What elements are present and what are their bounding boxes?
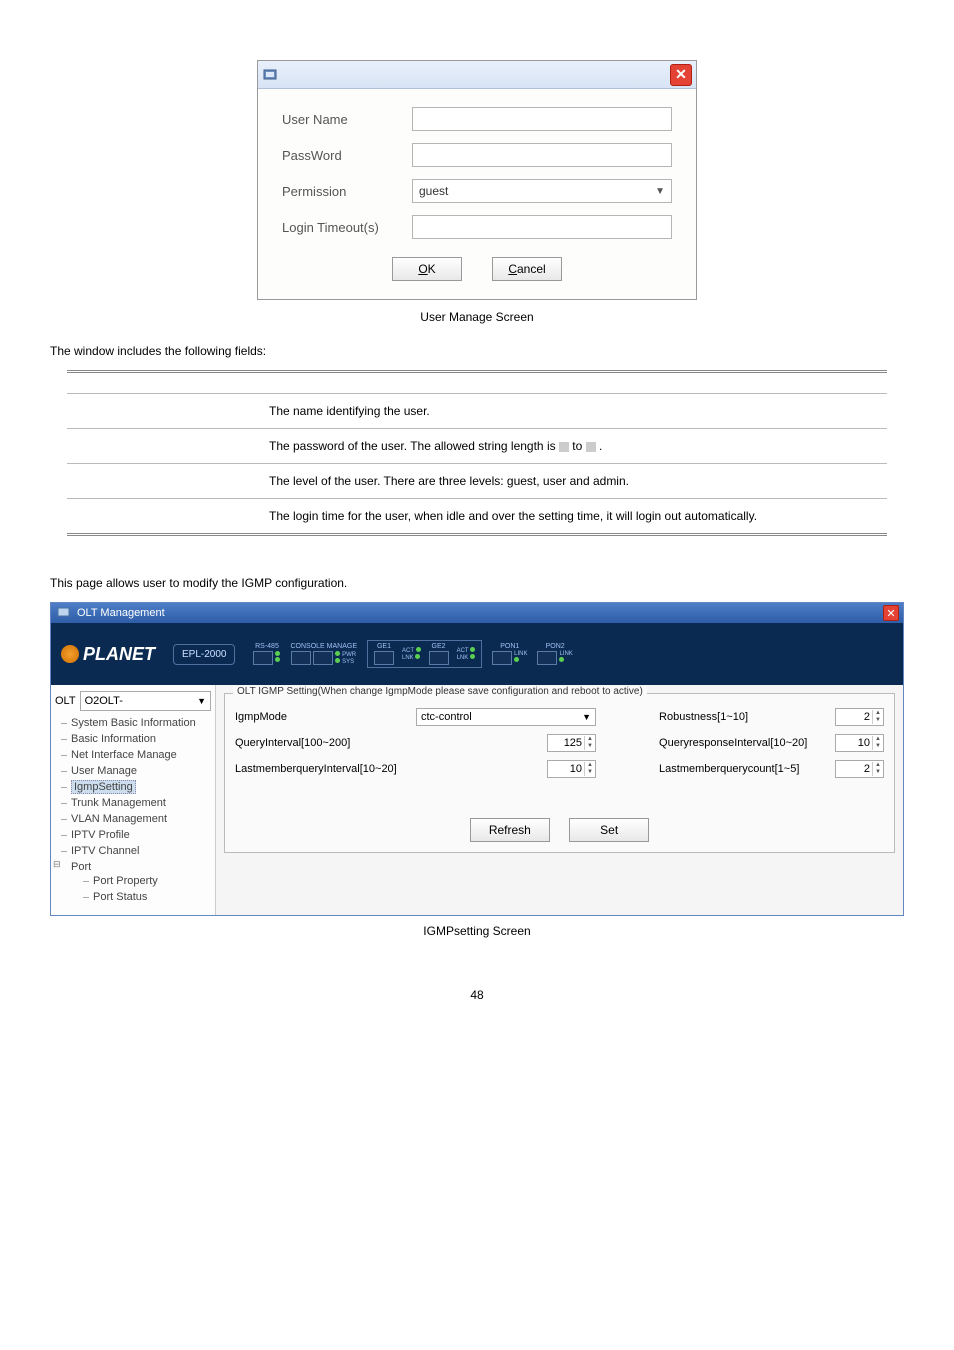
lastmembercount-label: Lastmemberquerycount[1~5] [659, 763, 829, 775]
password-input[interactable] [412, 143, 672, 167]
page-number: 48 [50, 988, 904, 1002]
port-icon [537, 651, 557, 665]
spinner-arrows-icon: ▲▼ [872, 762, 883, 776]
lastmemberinterval-label: LastmemberqueryInterval[10~20] [235, 763, 410, 775]
port-icon [492, 651, 512, 665]
robustness-spinner[interactable]: 2 ▲▼ [835, 708, 884, 726]
permission-value: guest [419, 184, 448, 198]
ok-button[interactable]: OK [392, 257, 462, 281]
sidebar-item[interactable]: Trunk Management [59, 795, 211, 811]
main-panel: OLT IGMP Setting(When change IgmpMode pl… [216, 685, 903, 915]
olt-label: OLT [55, 695, 76, 707]
spinner-arrows-icon: ▲▼ [584, 736, 595, 750]
port-icon [374, 651, 394, 665]
igmp-fieldset: OLT IGMP Setting(When change IgmpMode pl… [224, 693, 895, 853]
port-icon [291, 651, 311, 665]
timeout-label: Login Timeout(s) [282, 220, 412, 235]
table-row: The password of the user. The allowed st… [257, 429, 887, 464]
dialog-titlebar: ✕ [258, 61, 696, 89]
model-label: EPL-2000 [173, 644, 235, 665]
robustness-label: Robustness[1~10] [659, 711, 829, 723]
username-input[interactable] [412, 107, 672, 131]
sidebar-item[interactable]: Net Interface Manage [59, 747, 211, 763]
queryinterval-label: QueryInterval[100~200] [235, 737, 410, 749]
sidebar-item-igmp[interactable]: IgmpSetting [59, 779, 211, 795]
close-icon[interactable]: ✕ [883, 605, 899, 621]
logo-icon [61, 645, 79, 663]
igmpmode-select[interactable]: ctc-control ▼ [416, 708, 596, 726]
olt-select[interactable]: O2OLT- ▼ [80, 691, 211, 711]
sidebar-item[interactable]: Port Property [81, 873, 211, 889]
password-label: PassWord [282, 148, 412, 163]
spinner-arrows-icon: ▲▼ [872, 736, 883, 750]
sidebar-item[interactable]: IPTV Profile [59, 827, 211, 843]
brand-logo: PLANET [61, 644, 155, 665]
sidebar-item[interactable]: System Basic Information [59, 715, 211, 731]
device-header: PLANET EPL-2000 RS-485 CONSOLE MANAGE PW… [51, 623, 903, 685]
port-icon [253, 651, 273, 665]
set-button[interactable]: Set [569, 818, 649, 842]
figure-caption-1: User Manage Screen [50, 310, 904, 324]
field-description-table: The name identifying the user. The passw… [67, 370, 887, 536]
app-icon [55, 604, 73, 622]
fieldset-legend: OLT IGMP Setting(When change IgmpMode pl… [233, 686, 647, 697]
spinner-arrows-icon: ▲▼ [872, 710, 883, 724]
sidebar-item[interactable]: IPTV Channel [59, 843, 211, 859]
permission-select[interactable]: guest ▼ [412, 179, 672, 203]
uplink-panel: GE1 ACT LNK GE2 ACT LNK [367, 640, 482, 668]
app-icon [262, 66, 280, 84]
sidebar-item[interactable]: VLAN Management [59, 811, 211, 827]
refresh-button[interactable]: Refresh [470, 818, 550, 842]
table-row: The level of the user. There are three l… [257, 464, 887, 499]
sidebar-node-port[interactable]: Port Port Property Port Status [59, 859, 211, 907]
port-icon [313, 651, 333, 665]
cancel-button[interactable]: Cancel [492, 257, 562, 281]
queryresponse-label: QueryresponseInterval[10~20] [659, 737, 829, 749]
igmpmode-label: IgmpMode [235, 711, 410, 723]
port-icon [429, 651, 449, 665]
figure-caption-2: IGMPsetting Screen [50, 924, 904, 938]
close-icon[interactable]: ✕ [670, 64, 692, 86]
sidebar-item[interactable]: Port Status [81, 889, 211, 905]
igmp-intro: This page allows user to modify the IGMP… [50, 576, 904, 590]
olt-management-window: OLT Management ✕ PLANET EPL-2000 RS-485 … [50, 602, 904, 916]
sidebar-item[interactable]: User Manage [59, 763, 211, 779]
lastmemberinterval-spinner[interactable]: 10 ▲▼ [547, 760, 596, 778]
olt-titlebar: OLT Management ✕ [51, 603, 903, 623]
login-dialog: ✕ User Name PassWord Permission guest ▼ … [257, 60, 697, 300]
queryinterval-spinner[interactable]: 125 ▲▼ [547, 734, 596, 752]
table-row: The name identifying the user. [257, 394, 887, 429]
permission-label: Permission [282, 184, 412, 199]
timeout-input[interactable] [412, 215, 672, 239]
username-label: User Name [282, 112, 412, 127]
queryresponse-spinner[interactable]: 10 ▲▼ [835, 734, 884, 752]
nav-tree: System Basic Information Basic Informati… [55, 715, 211, 907]
sidebar-item[interactable]: Basic Information [59, 731, 211, 747]
chevron-down-icon: ▼ [582, 712, 591, 722]
sidebar: OLT O2OLT- ▼ System Basic Information Ba… [51, 685, 216, 915]
chevron-down-icon: ▼ [197, 696, 206, 706]
intro-text: The window includes the following fields… [50, 344, 904, 358]
spinner-arrows-icon: ▲▼ [584, 762, 595, 776]
lastmembercount-spinner[interactable]: 2 ▲▼ [835, 760, 884, 778]
chevron-down-icon: ▼ [655, 186, 665, 197]
olt-title: OLT Management [77, 607, 165, 619]
table-row: The login time for the user, when idle a… [257, 499, 887, 535]
